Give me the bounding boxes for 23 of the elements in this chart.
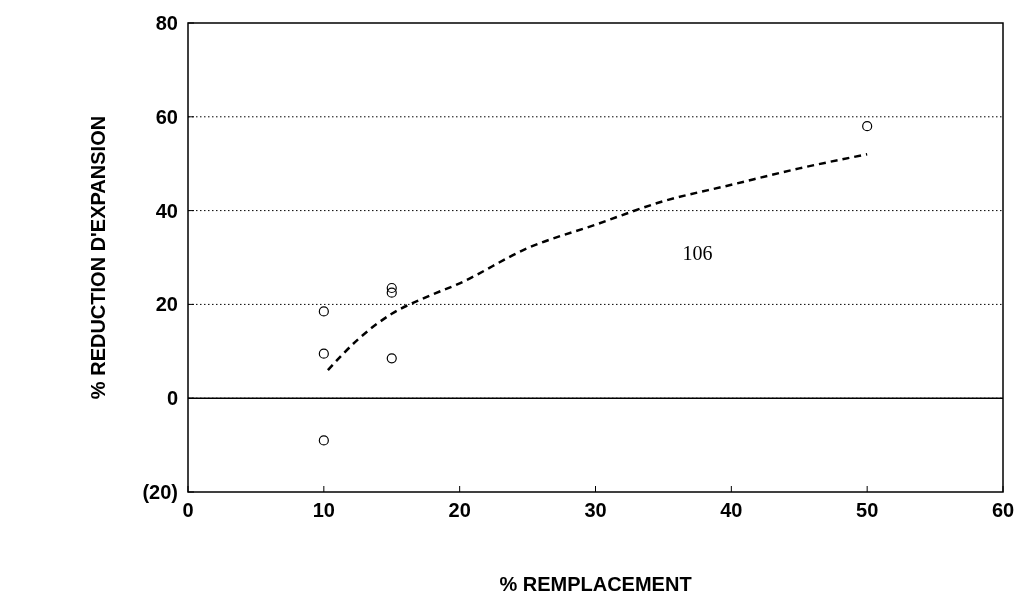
x-tick-label: 50 (856, 499, 879, 521)
point (386, 353, 397, 364)
x-tick-label: 20 (448, 499, 471, 521)
x-axis-title: % REMPLACEMENT (499, 573, 692, 595)
x-tick-label: 60 (991, 499, 1015, 521)
y-axis-title: % REDUCTION D'EXPANSION (87, 115, 109, 400)
x-tick-label: 0 (182, 499, 194, 521)
point (318, 306, 329, 317)
annotation: 106 (682, 241, 713, 264)
point (862, 121, 873, 132)
y-tick-label: 20 (155, 293, 178, 316)
y-tick-label: 40 (155, 199, 178, 222)
y-tick-label: 80 (155, 12, 178, 34)
x-tick-label: 10 (312, 499, 335, 521)
y-tick-label: (20) (142, 481, 178, 503)
point (386, 282, 397, 294)
y-tick-label: 60 (155, 105, 178, 128)
point (318, 348, 329, 359)
point (386, 287, 397, 298)
point (318, 435, 329, 446)
y-tick-label: 0 (166, 387, 178, 410)
x-tick-label: 30 (584, 499, 607, 521)
x-tick-label: 40 (720, 499, 743, 521)
